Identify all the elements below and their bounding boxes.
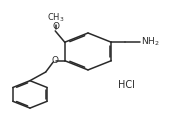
Text: NH$_2$: NH$_2$	[141, 36, 160, 48]
Text: HCl: HCl	[118, 80, 134, 90]
Text: O: O	[51, 56, 58, 65]
Text: CH$_3$: CH$_3$	[47, 11, 65, 24]
Text: O: O	[53, 22, 60, 31]
